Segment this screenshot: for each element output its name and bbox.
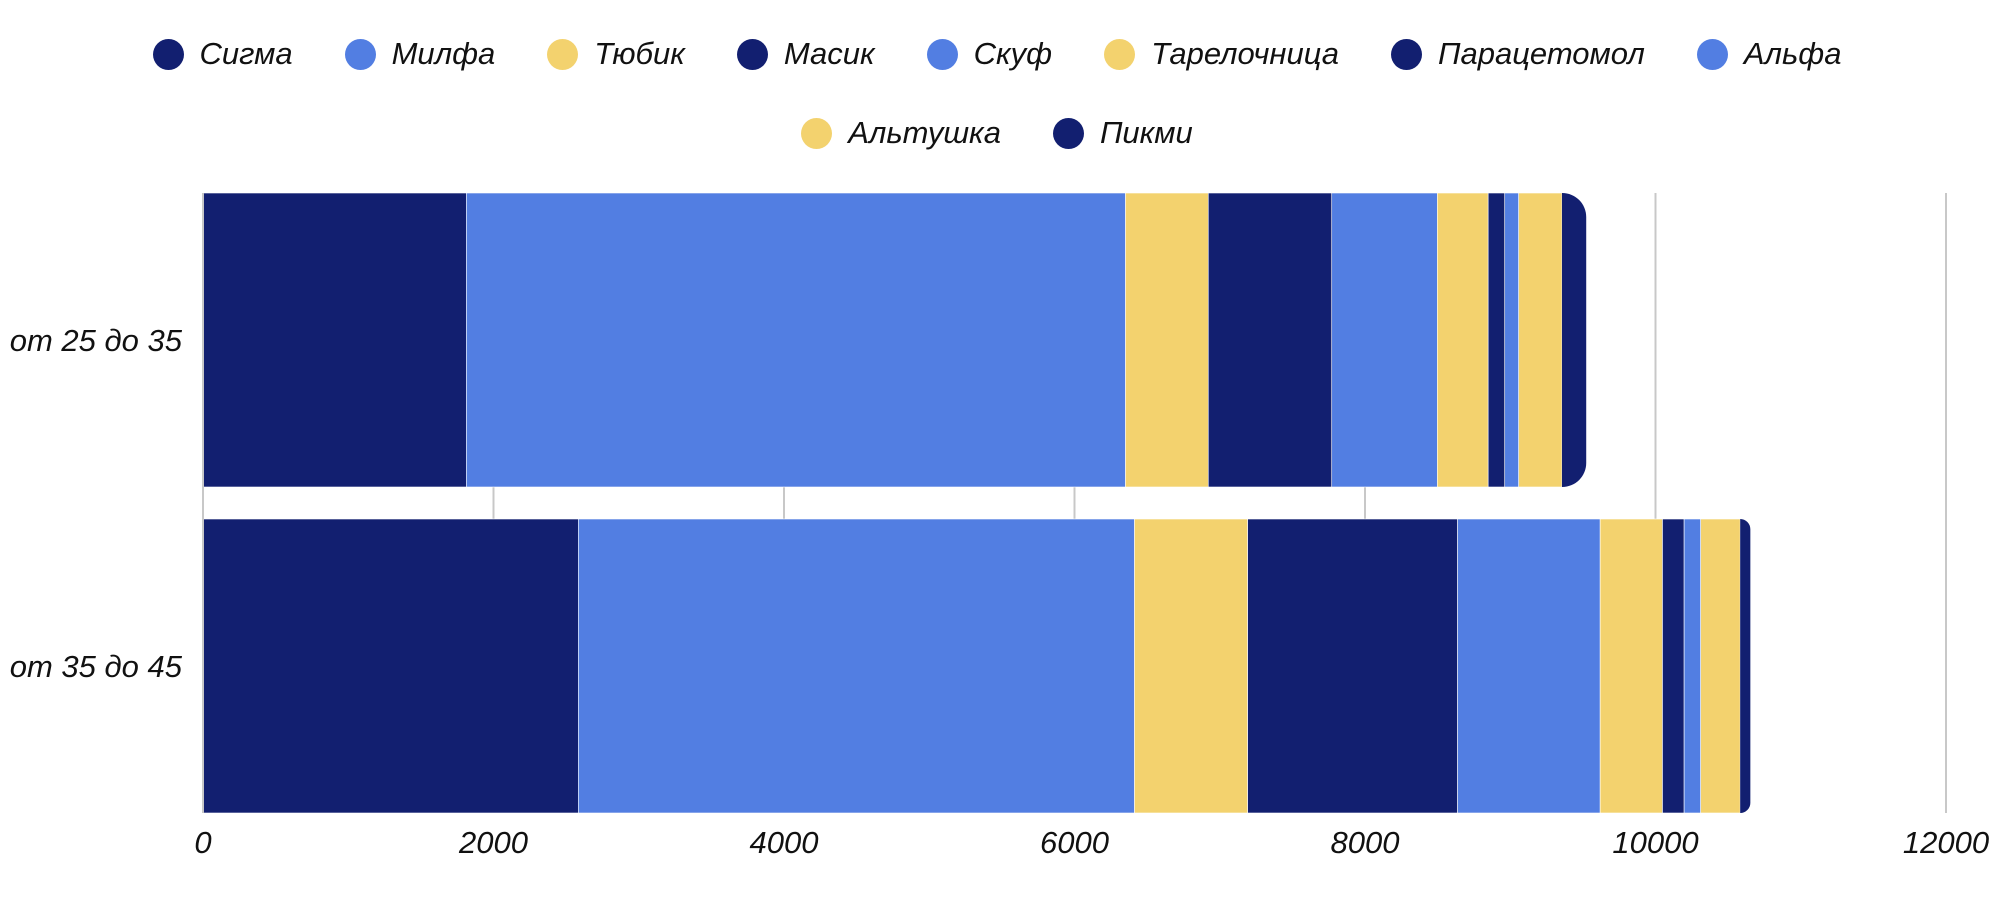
legend-label: Тарелочница — [1151, 36, 1340, 71]
legend-row: Альтушка Пикми — [0, 115, 1994, 151]
bar-segment — [202, 192, 467, 488]
legend-swatch-icon — [1052, 117, 1084, 149]
legend-item[interactable]: Сигма — [152, 36, 293, 72]
bar-segment — [1457, 518, 1601, 814]
legend-item[interactable]: Тарелочница — [1104, 36, 1339, 72]
bar-segment — [1561, 193, 1587, 487]
legend-label: Масик — [783, 36, 875, 71]
bar-segment — [1504, 192, 1519, 488]
legend-item[interactable]: Пикми — [1052, 115, 1193, 151]
bar-segment — [1683, 518, 1701, 814]
x-tick-label: 2000 — [458, 825, 528, 860]
category-label: от 25 до 35 — [10, 323, 183, 358]
x-tick-label: 0 — [194, 825, 211, 860]
legend-label: Альтушка — [848, 115, 1001, 150]
bar-segment — [202, 518, 579, 814]
legend-row: Сигма Милфа Тюбик Масик Скуф Тарелочница Парац… — [0, 36, 1994, 72]
legend-label: Скуф — [973, 36, 1053, 71]
bar-segment — [1599, 518, 1663, 814]
bar-segment — [1662, 518, 1685, 814]
legend-item[interactable]: Тюбик — [547, 36, 685, 72]
legend-swatch-icon — [1391, 38, 1423, 70]
bar-segment — [466, 192, 1126, 488]
legend-swatch-icon — [1104, 38, 1136, 70]
legend-swatch-icon — [1696, 38, 1728, 70]
bar-segment — [1740, 519, 1751, 813]
legend-swatch-icon — [736, 38, 768, 70]
legend-item[interactable]: Парацетомол — [1391, 36, 1645, 72]
bar-segment — [1518, 192, 1563, 488]
x-tick-label: 4000 — [750, 825, 819, 860]
bar-segment — [578, 518, 1135, 814]
bar-segment — [1487, 192, 1506, 488]
legend-item[interactable]: Масик — [736, 36, 875, 72]
legend-swatch-icon — [344, 38, 376, 70]
x-tick-label: 6000 — [1040, 825, 1109, 860]
legend-item[interactable]: Скуф — [926, 36, 1053, 72]
bar-segment — [1207, 192, 1333, 488]
legend-swatch-icon — [801, 117, 833, 149]
legend-swatch-icon — [152, 38, 184, 70]
legend-label: Сигма — [199, 36, 293, 71]
legend-label: Пикми — [1099, 115, 1193, 150]
legend-swatch-icon — [926, 38, 958, 70]
category-label: от 35 до 45 — [10, 649, 183, 684]
legend-swatch-icon — [547, 38, 579, 70]
bar-segment — [1331, 192, 1438, 488]
legend-label: Тюбик — [594, 36, 685, 71]
legend-item[interactable]: Милфа — [344, 36, 496, 72]
legend-item[interactable]: Альфа — [1696, 36, 1842, 72]
x-tick-label: 12000 — [1903, 825, 1989, 860]
legend-item[interactable]: Альтушка — [801, 115, 1001, 151]
bar-segment — [1247, 518, 1458, 814]
bar-segment — [1437, 192, 1489, 488]
bar-segment — [1700, 518, 1741, 814]
x-tick-label: 8000 — [1331, 825, 1400, 860]
legend-label: Альфа — [1743, 36, 1842, 71]
bar-segment — [1125, 192, 1209, 488]
bar-segment — [1134, 518, 1248, 814]
legend-label: Милфа — [391, 36, 496, 71]
x-tick-label: 10000 — [1612, 825, 1698, 860]
legend-label: Парацетомол — [1438, 36, 1645, 71]
